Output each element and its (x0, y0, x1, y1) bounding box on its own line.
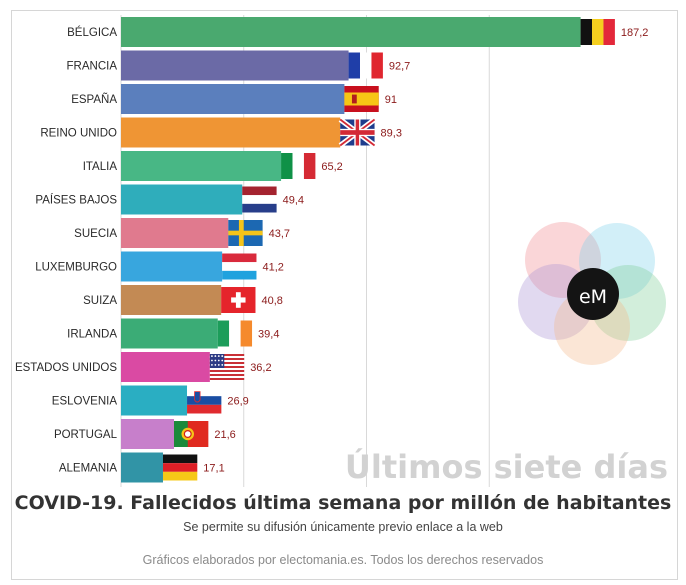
bar-suiza (121, 285, 222, 315)
category-label-suecia: SUECIA (74, 228, 117, 240)
value-label-suiza: 40,8 (261, 295, 282, 307)
spain-flag-icon (344, 86, 379, 112)
ireland-flag-icon (217, 320, 253, 347)
watermark-text: Últimos siete días (345, 447, 668, 486)
category-label-italia: ITALIA (83, 161, 118, 173)
category-label-reino-unido: REINO UNIDO (40, 128, 117, 140)
slovenia-flag-icon (187, 387, 222, 414)
value-label-pa-ses-bajos: 49,4 (283, 195, 304, 207)
belgium-flag-icon (580, 19, 615, 45)
united-states-flag-icon (209, 354, 245, 380)
value-label-francia: 92,7 (389, 61, 410, 73)
value-label-alemania: 17,1 (203, 463, 224, 475)
category-label-portugal: PORTUGAL (54, 429, 118, 441)
category-label-eslovenia: ESLOVENIA (52, 396, 118, 408)
category-label-espa-a: ESPAÑA (71, 93, 117, 106)
luxembourg-flag-icon (222, 253, 257, 280)
portugal-flag-icon (174, 421, 209, 447)
logo-text: eM (579, 286, 607, 308)
bars: BÉLGICA 187,2 FRANCIA 92,7 ESPAÑA 91 REINO UNI… (15, 17, 648, 483)
italy-flag-icon (281, 153, 316, 179)
bar-irlanda (121, 318, 218, 349)
category-label-b-lgica: BÉLGICA (67, 26, 117, 39)
bar-eslovenia (121, 385, 188, 416)
switzerland-flag-icon (221, 287, 256, 313)
value-label-estados-unidos: 36,2 (250, 362, 271, 374)
bar-francia (121, 50, 349, 81)
category-label-pa-ses-bajos: PAÍSES BAJOS (35, 194, 117, 207)
value-label-luxemburgo: 41,2 (262, 262, 283, 274)
bar-alemania (121, 452, 163, 483)
bar-b-lgica (121, 17, 581, 47)
bar-estados-unidos (121, 352, 210, 382)
bar-pa-ses-bajos (121, 184, 243, 215)
united-kingdom-flag-icon (338, 117, 377, 148)
germany-flag-icon (162, 454, 198, 481)
page-title: COVID-19. Fallecidos última semana por m… (14, 492, 672, 514)
bar-luxemburgo (121, 251, 223, 282)
value-label-b-lgica: 187,2 (621, 27, 649, 39)
france-flag-icon (348, 52, 383, 79)
category-label-estados-unidos: ESTADOS UNIDOS (15, 362, 117, 374)
logo-badge (567, 268, 619, 320)
value-label-irlanda: 39,4 (258, 329, 279, 341)
bar-reino-unido (121, 117, 341, 148)
logo-group: eM (518, 222, 666, 365)
value-label-suecia: 43,7 (269, 228, 290, 240)
category-label-suiza: SUIZA (83, 295, 117, 307)
value-label-eslovenia: 26,9 (227, 396, 248, 408)
bar-espa-a (121, 84, 345, 114)
value-label-espa-a: 91 (385, 94, 397, 106)
bar-italia (121, 151, 282, 181)
netherlands-flag-icon (242, 186, 277, 213)
bar-portugal (121, 419, 175, 449)
value-label-portugal: 21,6 (214, 429, 235, 441)
category-label-alemania: ALEMANIA (59, 463, 117, 475)
sweden-flag-icon (228, 220, 263, 246)
category-label-luxemburgo: LUXEMBURGO (35, 262, 117, 274)
page-subtitle: Se permite su difusión únicamente previo… (183, 520, 503, 534)
bar-suecia (121, 218, 229, 248)
category-label-francia: FRANCIA (67, 61, 118, 73)
value-label-italia: 65,2 (321, 161, 342, 173)
value-label-reino-unido: 89,3 (381, 128, 402, 140)
category-label-irlanda: IRLANDA (67, 329, 117, 341)
page-footer: Gráficos elaborados por electomania.es. … (142, 553, 544, 567)
